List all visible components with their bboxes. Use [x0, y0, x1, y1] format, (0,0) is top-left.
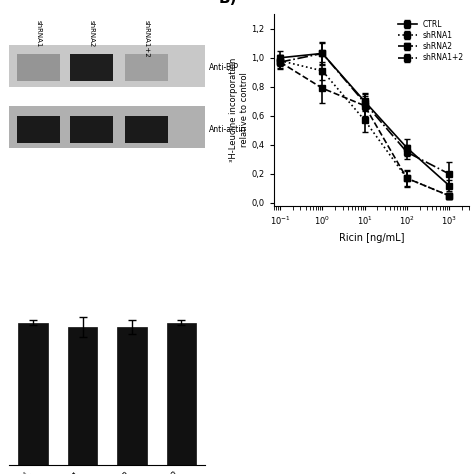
Legend: CTRL, shRNA1, shRNA2, shRNA1+2: CTRL, shRNA1, shRNA2, shRNA1+2 — [396, 18, 465, 64]
Bar — [68, 327, 98, 465]
X-axis label: Ricin [ng/mL]: Ricin [ng/mL] — [339, 233, 404, 243]
Bar — [18, 323, 48, 465]
FancyBboxPatch shape — [18, 116, 60, 143]
Y-axis label: ³H-Leucine incorporation
relative to control: ³H-Leucine incorporation relative to con… — [229, 58, 248, 162]
Text: Anti-BiP: Anti-BiP — [209, 64, 239, 73]
FancyBboxPatch shape — [9, 45, 205, 87]
FancyBboxPatch shape — [18, 55, 60, 81]
FancyBboxPatch shape — [125, 116, 168, 143]
Bar — [166, 323, 196, 465]
FancyBboxPatch shape — [70, 116, 113, 143]
Text: B): B) — [219, 0, 237, 6]
FancyBboxPatch shape — [9, 106, 205, 148]
Text: Anti-actin: Anti-actin — [209, 125, 246, 134]
Text: shRNA1+2: shRNA1+2 — [144, 20, 149, 58]
Bar — [117, 327, 147, 465]
Text: shRNA1: shRNA1 — [36, 20, 42, 47]
FancyBboxPatch shape — [70, 55, 113, 81]
Text: shRNA2: shRNA2 — [89, 20, 95, 47]
FancyBboxPatch shape — [125, 55, 168, 81]
